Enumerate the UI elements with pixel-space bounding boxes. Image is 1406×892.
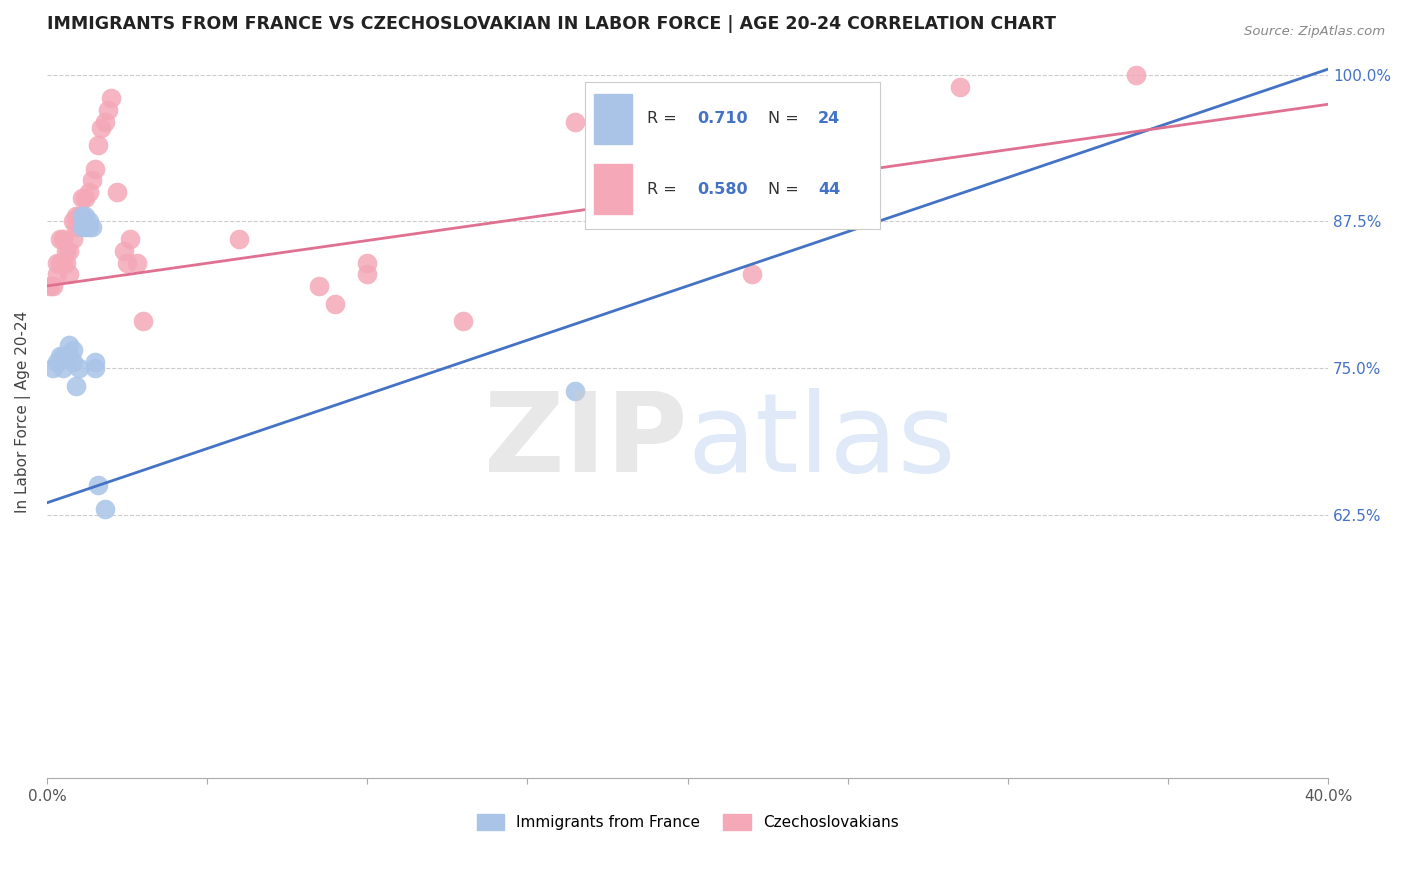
- Legend: Immigrants from France, Czechoslovakians: Immigrants from France, Czechoslovakians: [471, 808, 904, 837]
- Point: [132, 314, 155, 328]
- Point: [93, 501, 115, 516]
- Point: [42, 361, 65, 376]
- Point: [676, 115, 699, 129]
- Point: [55, 244, 77, 258]
- Point: [70, 191, 93, 205]
- Point: [84, 161, 107, 176]
- Point: [356, 255, 378, 269]
- Point: [1125, 68, 1147, 82]
- Point: [125, 255, 148, 269]
- Point: [77, 185, 100, 199]
- Point: [45, 267, 67, 281]
- Point: [228, 232, 250, 246]
- Point: [45, 355, 67, 369]
- Text: ZIP: ZIP: [484, 388, 688, 495]
- Point: [45, 255, 67, 269]
- Point: [112, 244, 135, 258]
- Point: [39, 279, 62, 293]
- Point: [356, 267, 378, 281]
- Point: [67, 209, 90, 223]
- Point: [97, 103, 120, 117]
- Point: [93, 115, 115, 129]
- Point: [62, 232, 84, 246]
- Point: [87, 478, 110, 492]
- Point: [65, 378, 87, 392]
- Point: [75, 220, 97, 235]
- Y-axis label: In Labor Force | Age 20-24: In Labor Force | Age 20-24: [15, 310, 31, 513]
- Point: [949, 79, 972, 94]
- Point: [80, 220, 103, 235]
- Point: [52, 255, 75, 269]
- Point: [52, 232, 75, 246]
- Point: [90, 120, 112, 135]
- Point: [75, 191, 97, 205]
- Point: [70, 209, 93, 223]
- Point: [323, 296, 346, 310]
- Point: [115, 255, 138, 269]
- Text: IMMIGRANTS FROM FRANCE VS CZECHOSLOVAKIAN IN LABOR FORCE | AGE 20-24 CORRELATION: IMMIGRANTS FROM FRANCE VS CZECHOSLOVAKIA…: [46, 15, 1056, 33]
- Text: atlas: atlas: [688, 388, 956, 495]
- Point: [49, 232, 72, 246]
- Point: [62, 214, 84, 228]
- Point: [55, 255, 77, 269]
- Point: [58, 349, 80, 363]
- Point: [75, 209, 97, 223]
- Point: [58, 337, 80, 351]
- Point: [52, 361, 75, 376]
- Point: [741, 267, 763, 281]
- Point: [62, 355, 84, 369]
- Point: [107, 185, 129, 199]
- Point: [55, 349, 77, 363]
- Point: [62, 343, 84, 358]
- Point: [49, 349, 72, 363]
- Point: [100, 91, 122, 105]
- Point: [453, 314, 475, 328]
- Point: [564, 384, 586, 399]
- Point: [67, 361, 90, 376]
- Point: [70, 220, 93, 235]
- Point: [80, 173, 103, 187]
- Point: [77, 214, 100, 228]
- Point: [52, 349, 75, 363]
- Point: [65, 220, 87, 235]
- Point: [65, 209, 87, 223]
- Point: [120, 232, 142, 246]
- Point: [308, 279, 330, 293]
- Point: [84, 355, 107, 369]
- Point: [42, 279, 65, 293]
- Text: Source: ZipAtlas.com: Source: ZipAtlas.com: [1244, 25, 1385, 38]
- Point: [87, 138, 110, 153]
- Point: [49, 255, 72, 269]
- Point: [564, 115, 586, 129]
- Point: [84, 361, 107, 376]
- Point: [58, 244, 80, 258]
- Point: [58, 267, 80, 281]
- Point: [77, 220, 100, 235]
